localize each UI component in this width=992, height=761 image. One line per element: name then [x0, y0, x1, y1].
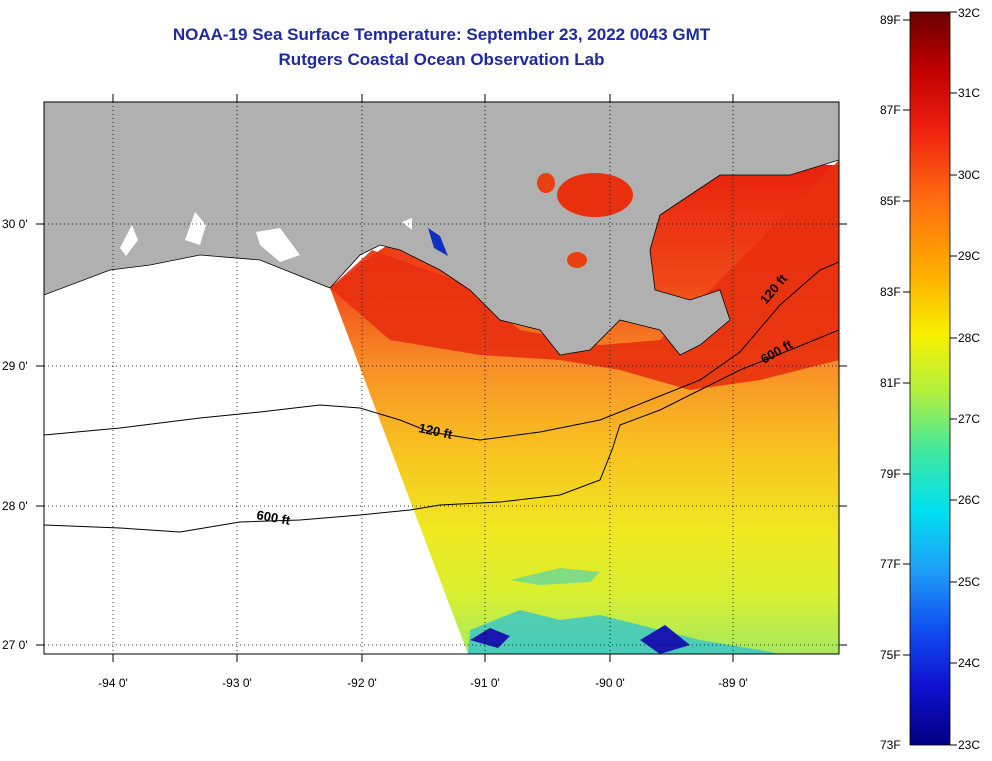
- lon-label-90: -90 0': [595, 676, 625, 690]
- lake-2: [185, 212, 206, 245]
- cool-streak: [510, 568, 600, 585]
- lat-label-30: 30 0': [2, 217, 28, 231]
- lat-label-28: 28 0': [2, 499, 28, 513]
- cbar-c-32: 32C: [958, 6, 980, 20]
- lat-label-29: 29 0': [2, 359, 28, 373]
- cbar-c-23: 23C: [958, 738, 980, 752]
- cbar-f-85: 85F: [880, 194, 901, 208]
- contour-label-120: 120 ft: [417, 420, 454, 442]
- cbar-c-28: 28C: [958, 331, 980, 345]
- contour-120ft: [44, 261, 839, 441]
- cbar-f-79: 79F: [880, 467, 901, 481]
- cbar-c-31: 31C: [958, 86, 980, 100]
- cbar-f-89: 89F: [880, 13, 901, 27]
- cbar-f-87: 87F: [880, 103, 901, 117]
- cbar-c-25: 25C: [958, 575, 980, 589]
- cbar-c-29: 29C: [958, 249, 980, 263]
- cbar-c-27: 27C: [958, 412, 980, 426]
- warm-bay-1: [557, 173, 633, 217]
- lat-label-27: 27 0': [2, 638, 28, 652]
- cbar-c-26: 26C: [958, 493, 980, 507]
- colorbar: [909, 11, 951, 746]
- cbar-f-73: 73F: [880, 738, 901, 752]
- cbar-f-81: 81F: [880, 376, 901, 390]
- cbar-c-24: 24C: [958, 656, 980, 670]
- lake-1: [120, 225, 138, 256]
- warm-bay-2: [537, 173, 555, 193]
- map-title: NOAA-19 Sea Surface Temperature: Septemb…: [172, 25, 711, 44]
- cool-patch-south: [468, 610, 780, 654]
- lake-3: [256, 228, 300, 262]
- gridlines: [44, 102, 839, 654]
- map-subtitle: Rutgers Coastal Ocean Observation Lab: [278, 50, 605, 69]
- lake-5: [428, 228, 448, 256]
- map-border: [43, 101, 840, 655]
- lon-label-94: -94 0': [98, 676, 128, 690]
- contour-label-600: 600 ft: [255, 507, 292, 528]
- colorbar-ticks: [903, 11, 957, 746]
- lon-label-91: -91 0': [470, 676, 500, 690]
- tick-marks: [36, 94, 847, 662]
- cbar-f-75: 75F: [880, 648, 901, 662]
- lon-label-93: -93 0': [222, 676, 252, 690]
- cbar-f-77: 77F: [880, 557, 901, 571]
- lon-label-92: -92 0': [347, 676, 377, 690]
- cold-patch-south: [470, 625, 690, 654]
- lake-4: [402, 218, 412, 230]
- warm-bay-3: [567, 252, 587, 268]
- cbar-f-83: 83F: [880, 285, 901, 299]
- land-mass: [44, 102, 839, 356]
- contour-600ft: [44, 329, 839, 533]
- lon-label-89: -89 0': [718, 676, 748, 690]
- cbar-c-30: 30C: [958, 168, 980, 182]
